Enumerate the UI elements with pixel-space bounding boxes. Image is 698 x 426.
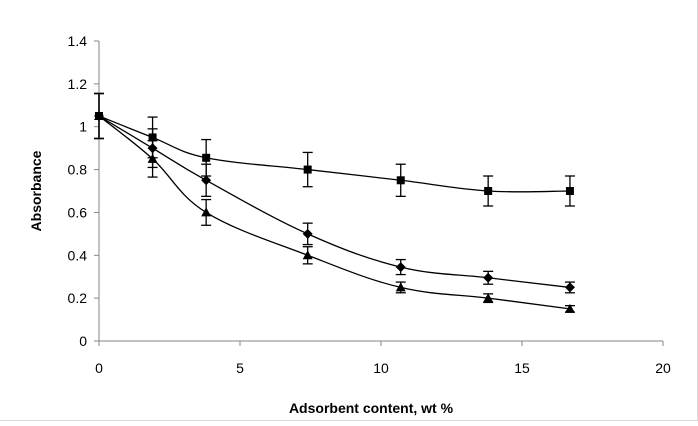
x-tick-label: 5 [236, 360, 244, 376]
data-point-triangle [395, 282, 406, 292]
axes [94, 40, 664, 346]
y-tick-label: 1 [79, 119, 87, 135]
data-point-diamond [483, 272, 494, 283]
data-point-triangle [564, 303, 575, 313]
data-point-triangle [94, 111, 104, 120]
series-layer [94, 92, 575, 313]
series-diamond [94, 92, 575, 294]
data-point-triangle [302, 250, 313, 260]
x-tick-label: 0 [95, 360, 103, 376]
x-tick-label: 15 [514, 360, 530, 376]
y-tick-label: 1.2 [68, 76, 88, 92]
data-point-square [484, 187, 493, 195]
data-point-square [565, 187, 574, 195]
series-line [98, 115, 571, 289]
data-point-diamond [302, 228, 313, 239]
y-tick-label: 0.4 [68, 247, 88, 263]
x-tick-label: 20 [655, 360, 671, 376]
series-line [98, 115, 570, 193]
y-tick-label: 1.4 [68, 33, 88, 49]
x-tick-label: 10 [373, 360, 389, 376]
series-square [94, 92, 575, 207]
data-point-square [202, 153, 211, 162]
data-point-triangle [147, 153, 158, 163]
data-point-square [303, 165, 312, 174]
data-point-diamond [395, 262, 406, 273]
y-tick-label: 0.8 [68, 162, 88, 178]
series-triangle [94, 92, 575, 313]
tick-labels: 0 0.2 0.4 0.6 0.8 1 1.2 1.4 0 5 10 15 20 [68, 33, 671, 376]
y-tick-label: 0.2 [68, 290, 88, 306]
data-point-diamond [201, 175, 212, 186]
y-tick-label: 0 [79, 333, 87, 349]
data-point-triangle [483, 293, 494, 303]
y-axis-title: Absorbance [28, 150, 44, 231]
y-tick-label: 0.6 [68, 204, 88, 220]
data-point-square [396, 176, 405, 185]
data-point-triangle [201, 207, 212, 217]
x-axis-title: Adsorbent content, wt % [289, 400, 454, 416]
data-point-diamond [564, 282, 575, 293]
